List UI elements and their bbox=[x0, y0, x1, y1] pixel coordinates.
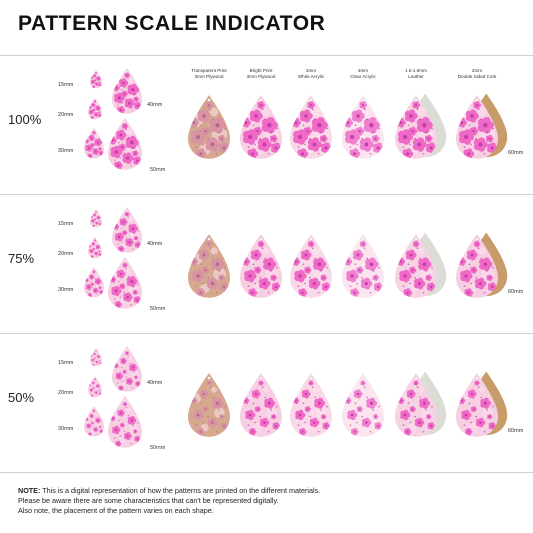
page-title: PATTERN SCALE INDICATOR bbox=[18, 12, 326, 35]
column-header-line2: White Acrylic bbox=[297, 73, 325, 79]
column-header-4: 3mm Clear Acrylic bbox=[331, 68, 395, 79]
clear-acrylic-sample bbox=[342, 373, 384, 437]
cork-sample bbox=[456, 93, 508, 159]
bright-plywood-sample bbox=[240, 234, 282, 298]
column-header-line1: 1.6-1.8mm bbox=[405, 68, 427, 73]
column-header-line1: Transparent Print bbox=[191, 68, 227, 73]
size-label-50mm: 50mm bbox=[150, 445, 166, 451]
size-sample-15mm bbox=[90, 70, 102, 89]
transparent-plywood-sample bbox=[188, 95, 230, 159]
scale-label-1: 100% bbox=[8, 112, 42, 127]
size-label-40mm: 40mm bbox=[147, 241, 163, 247]
section-divider-lower bbox=[0, 333, 533, 334]
scale-label-2: 75% bbox=[8, 251, 35, 266]
note-line-1: This is a digital representation of how … bbox=[40, 486, 321, 495]
column-header-1: Transparent Print 3mm Plywood bbox=[177, 68, 241, 79]
size-label-60mm: 60mm bbox=[508, 150, 524, 156]
size-sample-30mm bbox=[84, 406, 104, 437]
note: NOTE: This is a digital representation o… bbox=[18, 486, 518, 516]
size-label-20mm: 20mm bbox=[58, 112, 74, 118]
size-sample-15mm bbox=[90, 348, 102, 367]
column-header-line2: Double Sided Cork bbox=[457, 73, 497, 79]
size-sample-30mm bbox=[84, 267, 104, 298]
leather-sample bbox=[395, 232, 447, 298]
size-label-50mm: 50mm bbox=[150, 167, 166, 173]
column-header-2: Bright Print 3mm Plywood bbox=[229, 68, 293, 79]
size-label-15mm: 15mm bbox=[58, 221, 74, 227]
size-label-60mm: 60mm bbox=[508, 428, 524, 434]
leather-sample bbox=[395, 93, 447, 159]
column-header-line2: Leather bbox=[408, 73, 424, 79]
note-line-2: Please be aware there are some character… bbox=[18, 496, 279, 505]
size-sample-40mm bbox=[112, 346, 142, 392]
size-sample-20mm bbox=[88, 376, 102, 398]
white-acrylic-sample bbox=[290, 95, 332, 159]
scale-label-3: 50% bbox=[8, 390, 35, 405]
size-label-30mm: 30mm bbox=[58, 148, 74, 154]
size-label-30mm: 30mm bbox=[58, 426, 74, 432]
white-acrylic-sample bbox=[290, 373, 332, 437]
size-sample-20mm bbox=[88, 237, 102, 259]
white-acrylic-sample bbox=[290, 234, 332, 298]
column-header-6: 2mm Double Sided Cork bbox=[445, 68, 509, 79]
size-sample-15mm bbox=[90, 209, 102, 228]
section-divider-top bbox=[0, 55, 533, 56]
size-sample-30mm bbox=[84, 128, 104, 159]
leather-sample bbox=[395, 371, 447, 437]
size-sample-50mm bbox=[108, 396, 142, 448]
column-header-3: 3mm White Acrylic bbox=[279, 68, 343, 79]
column-header-line1: 2mm bbox=[471, 68, 483, 73]
size-sample-20mm bbox=[88, 98, 102, 120]
column-header-line2: 3mm Plywood bbox=[246, 73, 276, 79]
bright-plywood-sample bbox=[240, 95, 282, 159]
section-divider-middle bbox=[0, 194, 533, 195]
note-line-3: Also note, the placement of the pattern … bbox=[18, 506, 214, 515]
size-sample-50mm bbox=[108, 257, 142, 309]
size-label-20mm: 20mm bbox=[58, 390, 74, 396]
cork-sample bbox=[456, 371, 508, 437]
size-label-15mm: 15mm bbox=[58, 360, 74, 366]
size-sample-50mm bbox=[108, 118, 142, 170]
column-header-line2: Clear Acrylic bbox=[350, 73, 376, 79]
column-header-line1: 3mm bbox=[305, 68, 317, 73]
transparent-plywood-sample bbox=[188, 234, 230, 298]
size-label-30mm: 30mm bbox=[58, 287, 74, 293]
size-label-60mm: 60mm bbox=[508, 289, 524, 295]
size-label-50mm: 50mm bbox=[150, 306, 166, 312]
size-label-20mm: 20mm bbox=[58, 251, 74, 257]
size-sample-40mm bbox=[112, 68, 142, 114]
size-sample-40mm bbox=[112, 207, 142, 253]
clear-acrylic-sample bbox=[342, 234, 384, 298]
column-header-5: 1.6-1.8mm Leather bbox=[384, 68, 448, 79]
size-label-15mm: 15mm bbox=[58, 82, 74, 88]
bright-plywood-sample bbox=[240, 373, 282, 437]
column-header-line2: 3mm Plywood bbox=[194, 73, 224, 79]
column-header-line1: Bright Print bbox=[249, 68, 273, 73]
clear-acrylic-sample bbox=[342, 95, 384, 159]
size-label-40mm: 40mm bbox=[147, 380, 163, 386]
column-header-line1: 3mm bbox=[357, 68, 369, 73]
transparent-plywood-sample bbox=[188, 373, 230, 437]
section-divider-bottom bbox=[0, 472, 533, 473]
cork-sample bbox=[456, 232, 508, 298]
note-label: NOTE: bbox=[18, 486, 41, 495]
size-label-40mm: 40mm bbox=[147, 102, 163, 108]
